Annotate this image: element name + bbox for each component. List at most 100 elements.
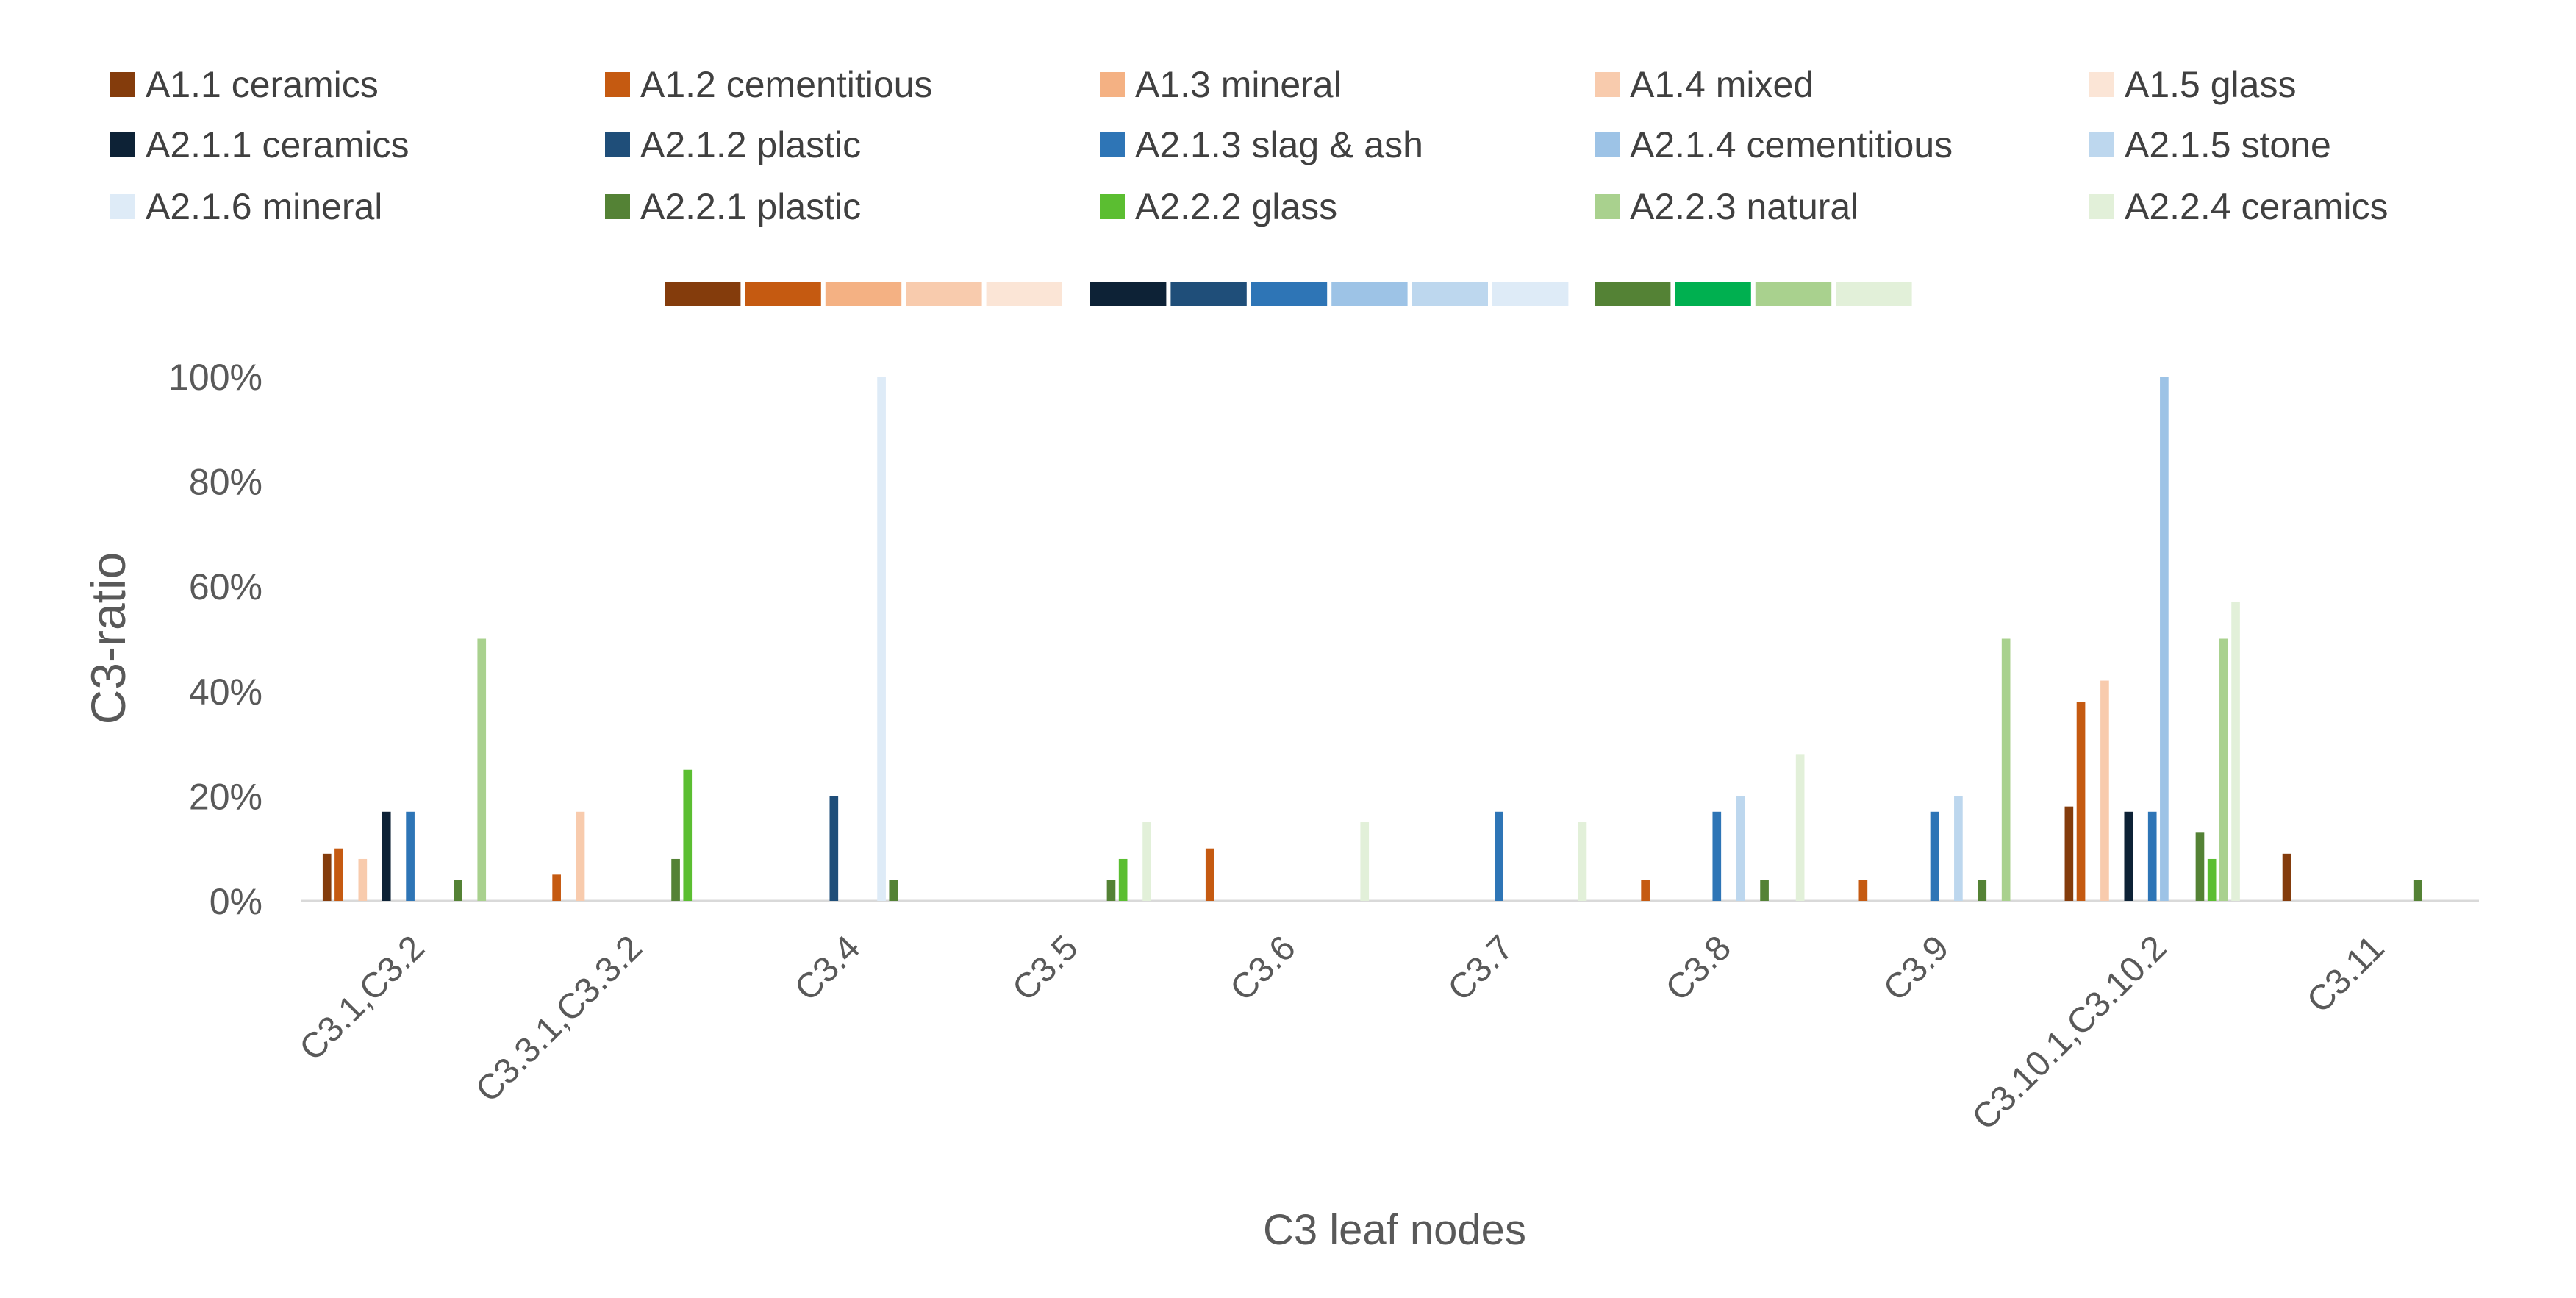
legend-swatch bbox=[1100, 72, 1125, 97]
y-tick-label: 60% bbox=[189, 566, 262, 607]
legend-swatch bbox=[2089, 194, 2114, 219]
palette-swatch bbox=[1249, 281, 1329, 307]
bar-a2-2-1-plastic-c3-1-c3-2 bbox=[454, 880, 462, 901]
bar-a2-2-4-ceramics-c3-7 bbox=[1578, 822, 1587, 901]
y-tick-label: 0% bbox=[210, 881, 262, 922]
legend-label: A1.1 ceramics bbox=[146, 64, 379, 105]
legend-entry-a2-2-1-plastic: A2.2.1 plastic bbox=[605, 186, 861, 227]
legend-entry-a1-4-mixed: A1.4 mixed bbox=[1595, 64, 1814, 105]
bar-a1-4-mixed-c3-10-1-c3-10-2 bbox=[2100, 680, 2109, 901]
legend-entry-a2-2-2-glass: A2.2.2 glass bbox=[1100, 186, 1337, 227]
legend-entry-a2-1-2-plastic: A2.1.2 plastic bbox=[605, 124, 861, 165]
bar-a2-1-5-stone-c3-8 bbox=[1736, 796, 1745, 901]
legend: A1.1 ceramics A1.2 cementitious A1.3 miner… bbox=[110, 64, 2388, 227]
palette-swatch bbox=[1753, 281, 1833, 307]
bar-a1-1-ceramics-c3-1-c3-2 bbox=[322, 853, 332, 901]
palette-swatch bbox=[1169, 281, 1248, 307]
bar-a2-2-2-glass-c3-5 bbox=[1118, 858, 1128, 901]
bar-a2-2-1-plastic-c3-3-1-c3-3-2 bbox=[671, 858, 680, 901]
bars bbox=[322, 377, 2422, 901]
bar-a1-2-cementitious-c3-10-1-c3-10-2 bbox=[2076, 702, 2086, 901]
bar-a2-1-2-plastic-c3-4 bbox=[829, 796, 839, 901]
palette-strip bbox=[663, 281, 1914, 307]
bar-a2-1-5-stone-c3-9 bbox=[1954, 796, 1963, 901]
bar-a1-4-mixed-c3-1-c3-2 bbox=[358, 858, 368, 901]
bar-a2-2-3-natural-c3-1-c3-2 bbox=[477, 638, 487, 901]
legend-swatch bbox=[1100, 194, 1125, 219]
bar-a2-2-1-plastic-c3-11 bbox=[2413, 880, 2422, 901]
bar-a2-1-3-slag-and-ash-c3-9 bbox=[1930, 811, 1939, 901]
legend-swatch bbox=[605, 72, 630, 97]
legend-label: A1.5 glass bbox=[2125, 64, 2296, 105]
bar-a1-1-ceramics-c3-11 bbox=[2282, 853, 2291, 901]
legend-entry-a2-2-3-natural: A2.2.3 natural bbox=[1595, 186, 1858, 227]
y-tick-label: 40% bbox=[189, 671, 262, 713]
legend-label: A2.1.2 plastic bbox=[640, 124, 861, 165]
palette-swatch bbox=[1330, 281, 1409, 307]
bar-a1-2-cementitious-c3-3-1-c3-3-2 bbox=[552, 874, 561, 901]
legend-label: A2.2.3 natural bbox=[1630, 186, 1858, 227]
palette-swatch bbox=[904, 281, 984, 307]
legend-label: A2.1.4 cementitious bbox=[1630, 124, 1953, 165]
y-tick-label: 100% bbox=[168, 357, 262, 398]
legend-entry-a2-2-4-ceramics: A2.2.4 ceramics bbox=[2089, 186, 2388, 227]
palette-swatch bbox=[984, 281, 1064, 307]
palette-swatch bbox=[823, 281, 904, 307]
bar-a1-4-mixed-c3-3-1-c3-3-2 bbox=[576, 811, 585, 901]
legend-swatch bbox=[2089, 132, 2114, 157]
legend-entry-a2-1-3-slag-and-ash: A2.1.3 slag & ash bbox=[1100, 124, 1423, 165]
bar-a2-2-1-plastic-c3-4 bbox=[889, 880, 898, 901]
legend-entry-a2-1-1-ceramics: A2.1.1 ceramics bbox=[110, 124, 409, 165]
legend-entry-a1-1-ceramics: A1.1 ceramics bbox=[110, 64, 379, 105]
legend-entry-a1-3-mineral: A1.3 mineral bbox=[1100, 64, 1342, 105]
legend-swatch bbox=[605, 132, 630, 157]
legend-swatch bbox=[605, 194, 630, 219]
bar-a2-2-3-natural-c3-10-1-c3-10-2 bbox=[2219, 638, 2228, 901]
legend-label: A1.2 cementitious bbox=[640, 64, 932, 105]
legend-label: A2.1.3 slag & ash bbox=[1135, 124, 1423, 165]
legend-swatch bbox=[1595, 72, 1620, 97]
legend-entry-a2-1-5-stone: A2.1.5 stone bbox=[2089, 124, 2331, 165]
legend-label: A1.4 mixed bbox=[1630, 64, 1814, 105]
bar-a1-1-ceramics-c3-10-1-c3-10-2 bbox=[2064, 806, 2074, 901]
bar-a2-2-1-plastic-c3-8 bbox=[1760, 880, 1769, 901]
palette-swatch bbox=[1834, 281, 1914, 307]
bar-a2-2-4-ceramics-c3-5 bbox=[1142, 822, 1151, 901]
legend-swatch bbox=[110, 132, 135, 157]
legend-label: A2.2.4 ceramics bbox=[2125, 186, 2388, 227]
legend-label: A2.1.5 stone bbox=[2125, 124, 2331, 165]
bar-a2-2-1-plastic-c3-5 bbox=[1106, 880, 1116, 901]
bar-a2-1-3-slag-and-ash-c3-8 bbox=[1712, 811, 1722, 901]
x-axis-title: C3 leaf nodes bbox=[1263, 1206, 1526, 1254]
palette-swatch bbox=[1593, 281, 1672, 307]
legend-entry-a1-5-glass: A1.5 glass bbox=[2089, 64, 2296, 105]
bar-a2-2-2-glass-c3-3-1-c3-3-2 bbox=[683, 769, 693, 901]
palette-swatch bbox=[743, 281, 823, 307]
y-axis-title: C3-ratio bbox=[81, 552, 135, 725]
bar-a2-2-1-plastic-c3-10-1-c3-10-2 bbox=[2195, 832, 2205, 901]
bar-a1-2-cementitious-c3-8 bbox=[1641, 880, 1650, 901]
bar-a2-1-4-cementitious-c3-10-1-c3-10-2 bbox=[2160, 377, 2169, 901]
legend-label: A2.1.1 ceramics bbox=[146, 124, 409, 165]
legend-swatch bbox=[1595, 132, 1620, 157]
bar-a2-2-4-ceramics-c3-6 bbox=[1360, 822, 1370, 901]
bar-a1-2-cementitious-c3-9 bbox=[1858, 880, 1868, 901]
legend-swatch bbox=[1100, 132, 1125, 157]
bar-a2-2-4-ceramics-c3-10-1-c3-10-2 bbox=[2231, 602, 2240, 901]
bar-a2-1-3-slag-and-ash-c3-1-c3-2 bbox=[406, 811, 415, 901]
legend-swatch bbox=[2089, 72, 2114, 97]
y-tick-label: 80% bbox=[189, 462, 262, 503]
bar-a2-1-3-slag-and-ash-c3-7 bbox=[1495, 811, 1503, 901]
bar-a2-2-4-ceramics-c3-8 bbox=[1795, 754, 1805, 901]
bar-a2-1-3-slag-and-ash-c3-10-1-c3-10-2 bbox=[2147, 811, 2157, 901]
palette-swatch bbox=[1673, 281, 1753, 307]
bar-a2-1-1-ceramics-c3-1-c3-2 bbox=[382, 811, 391, 901]
bar-a2-1-1-ceramics-c3-10-1-c3-10-2 bbox=[2124, 811, 2133, 901]
legend-label: A2.2.2 glass bbox=[1135, 186, 1337, 227]
bar-a2-2-1-plastic-c3-9 bbox=[1978, 880, 1987, 901]
legend-swatch bbox=[1595, 194, 1620, 219]
legend-label: A1.3 mineral bbox=[1135, 64, 1342, 105]
legend-entry-a2-1-6-mineral: A2.1.6 mineral bbox=[110, 186, 382, 227]
